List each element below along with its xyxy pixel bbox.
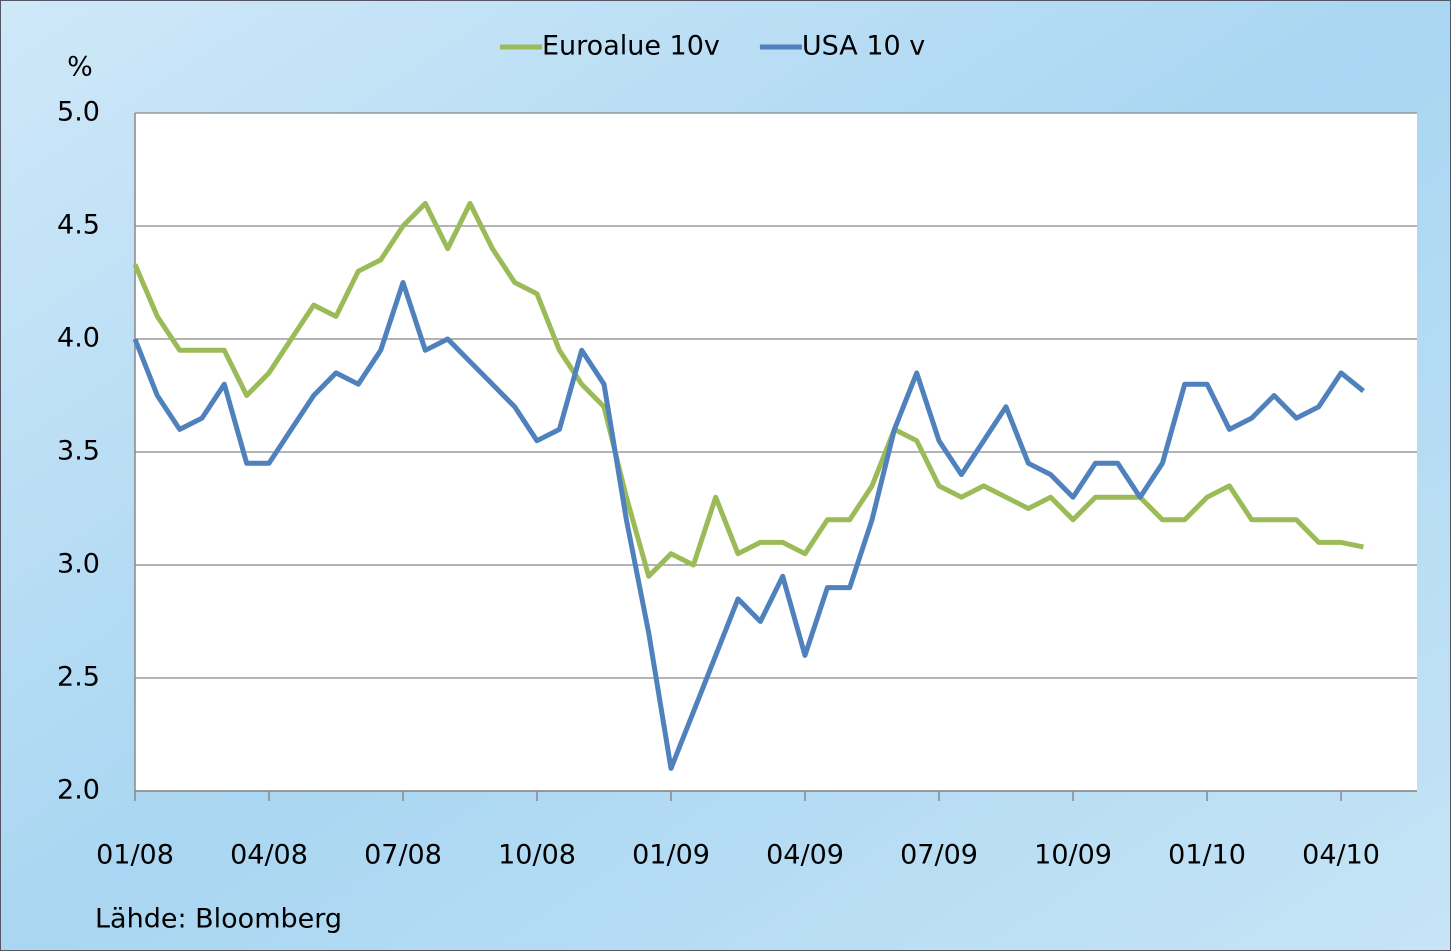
y-tick-label: 4.5 xyxy=(57,210,100,241)
x-tick-label: 07/08 xyxy=(364,840,442,871)
y-tick-label: 5.0 xyxy=(57,97,100,128)
legend-label: USA 10 v xyxy=(802,31,925,62)
y-tick-label: 3.5 xyxy=(57,436,100,467)
y-axis-label: % xyxy=(67,52,93,83)
x-tick-label: 07/09 xyxy=(900,840,978,871)
x-tick-label: 10/08 xyxy=(498,840,576,871)
x-tick-label: 01/10 xyxy=(1168,840,1246,871)
x-tick-label: 04/10 xyxy=(1302,840,1380,871)
y-tick-label: 2.5 xyxy=(57,662,100,693)
legend: Euroalue 10v USA 10 v xyxy=(500,31,925,62)
x-tick-label: 04/08 xyxy=(230,840,308,871)
x-tick-label: 01/08 xyxy=(96,840,174,871)
x-tick-label: 04/09 xyxy=(766,840,844,871)
x-tick-label: 10/09 xyxy=(1034,840,1112,871)
source: Lähde: Bloomberg xyxy=(95,904,342,935)
y-tick-label: 4.0 xyxy=(57,323,100,354)
y-tick-label: 3.0 xyxy=(57,549,100,580)
legend-label: Euroalue 10v xyxy=(542,31,720,62)
chart: % Lähde: Bloomberg Euroalue 10vUSA 10 v … xyxy=(0,0,1451,951)
y-tick-label: 2.0 xyxy=(57,775,100,806)
page: % Lähde: Bloomberg Euroalue 10vUSA 10 v … xyxy=(0,0,1451,951)
x-tick-label: 01/09 xyxy=(632,840,710,871)
